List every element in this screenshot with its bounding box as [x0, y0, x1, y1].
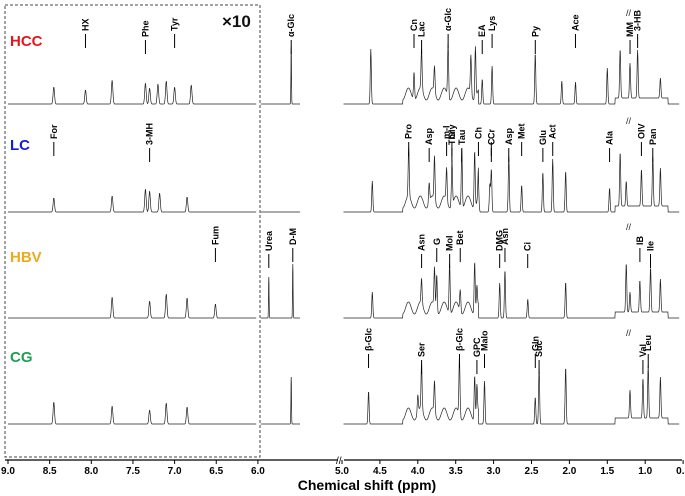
annotation-label: Tyr [170, 17, 180, 31]
series-label-cg: CG [10, 349, 33, 366]
annotation-label: Lac [417, 21, 427, 37]
x-axis: // 9.0 8.5 8.0 7.5 7.0 6.5 6.0 5.0 4.5 4.0 3.5 3.0 2.… [1, 456, 685, 493]
spectrum-trace [260, 376, 300, 425]
x-tick-label: 5.0 [335, 466, 349, 477]
spectra-traces: // // // // [8, 8, 680, 425]
x-tick-label: 2.0 [562, 466, 576, 477]
spectrum-trace [8, 80, 257, 105]
x-tick-label: 1.5 [600, 466, 614, 477]
annotation-label: Asn [417, 234, 427, 251]
annotation-label: For [49, 124, 59, 139]
x-tick-label: 4.0 [411, 466, 425, 477]
annotation-label: EA [477, 24, 487, 37]
annotation-label: Gln [530, 336, 540, 351]
inset-dashed-frame [4, 4, 261, 458]
x-tick-label: 6.5 [209, 466, 223, 477]
x-tick-label: 4.5 [373, 466, 387, 477]
axis-break-mark: // [336, 456, 342, 467]
x-tick-label: 7.5 [126, 466, 140, 477]
series-label-lc: LC [10, 137, 30, 154]
x-tick-label: 0.5 [676, 466, 685, 477]
annotation-label: MM [625, 22, 635, 37]
annotation-label: OIV [636, 123, 646, 139]
annotation-label: D-M [288, 228, 298, 245]
annotation-label: β-Glc [454, 328, 464, 351]
annotation-label: Asp [504, 127, 514, 145]
series-label-hbv: HBV [10, 249, 42, 266]
annotation-label: Urea [264, 230, 274, 251]
annotation-label: Gly [447, 124, 457, 139]
annotation-label: Malo [480, 330, 490, 351]
x-tick-label: 8.0 [84, 466, 98, 477]
x-tick-label: 9.0 [1, 466, 15, 477]
spectrum-trace [343, 262, 680, 319]
annotation-label: 3-HB [633, 9, 643, 31]
spectrum-trace [260, 46, 300, 105]
x-tick-label: 3.0 [487, 466, 501, 477]
series-labels: HCC LC HBV CG [10, 33, 43, 366]
annotation-label: Cn [409, 19, 419, 31]
annotation-label: Mol [445, 236, 455, 252]
spectrum-trace [8, 189, 257, 213]
x-tick-label: 3.5 [449, 466, 463, 477]
annotation-label: β-Glc [364, 328, 374, 351]
annotation-label: G [432, 238, 442, 245]
annotation-label: α-Glc [286, 14, 296, 37]
annotation-label: Phe [140, 20, 150, 37]
annotation-label: Act [548, 124, 558, 139]
annotation-label: Asp [424, 127, 434, 145]
annotation-label: Pan [648, 128, 658, 145]
annotation-label: HX [80, 18, 90, 31]
spectrum-trace [343, 42, 680, 105]
annotation-label: Thr [447, 130, 457, 145]
series-label-hcc: HCC [10, 33, 43, 50]
annotation-label: Val [638, 344, 648, 357]
annotation-label: GPC [472, 337, 482, 357]
annotation-label: IB [635, 235, 645, 245]
annotation-label: Suc [534, 340, 544, 357]
x-axis-ticks: // 9.0 8.5 8.0 7.5 7.0 6.5 6.0 5.0 4.5 4.0 3.5 3.0 2.… [1, 456, 685, 477]
annotation-label: Met [517, 123, 527, 139]
inset-region: ×10 [4, 4, 261, 458]
x-tick-label: 6.0 [251, 466, 265, 477]
annotation-label: C [486, 138, 496, 145]
axis-cut-mark: // [626, 8, 632, 18]
annotation-label: Pro [404, 123, 414, 139]
x-tick-label: 7.0 [168, 466, 182, 477]
axis-cut-mark: // [626, 222, 632, 232]
x-tick-label: 8.5 [43, 466, 57, 477]
annotation-label: 3-MH [145, 123, 155, 145]
annotation-label: Asn [500, 228, 510, 245]
spectrum-trace [260, 263, 300, 319]
annotation-label: Ace [570, 14, 580, 31]
annotation-label: Ci [523, 242, 533, 251]
annotation-label: Ser [417, 342, 427, 357]
annotation-label: Cr [486, 129, 496, 139]
spectrum-trace [343, 147, 680, 213]
annotation-label: Fum [210, 226, 220, 245]
x-axis-title: Chemical shift (ppm) [298, 477, 436, 493]
x-tick-label: 1.0 [638, 466, 652, 477]
annotation-label: Ala [605, 130, 615, 145]
annotation-label: Lys [487, 16, 497, 31]
annotation-label: Leu [643, 335, 653, 351]
annotation-label: Ch [473, 127, 483, 139]
annotation-label: DMG [495, 230, 505, 251]
spectrum-trace [8, 402, 257, 425]
annotation-label: α-Glc [443, 8, 453, 31]
axis-cut-mark: // [626, 116, 632, 126]
axis-cut-mark: // [626, 328, 632, 338]
spectrum-trace [8, 293, 257, 319]
annotation-label: Py [530, 26, 540, 37]
spectrum-trace [343, 358, 680, 425]
annotation-label: Glu [538, 130, 548, 145]
inset-scale-label: ×10 [222, 12, 251, 31]
annotation-label: Tau [457, 130, 467, 145]
annotation-label: m-I [442, 126, 452, 140]
x-tick-label: 2.5 [525, 466, 539, 477]
annotation-label: Bet [455, 230, 465, 245]
annotation-label: Ile [646, 241, 656, 251]
